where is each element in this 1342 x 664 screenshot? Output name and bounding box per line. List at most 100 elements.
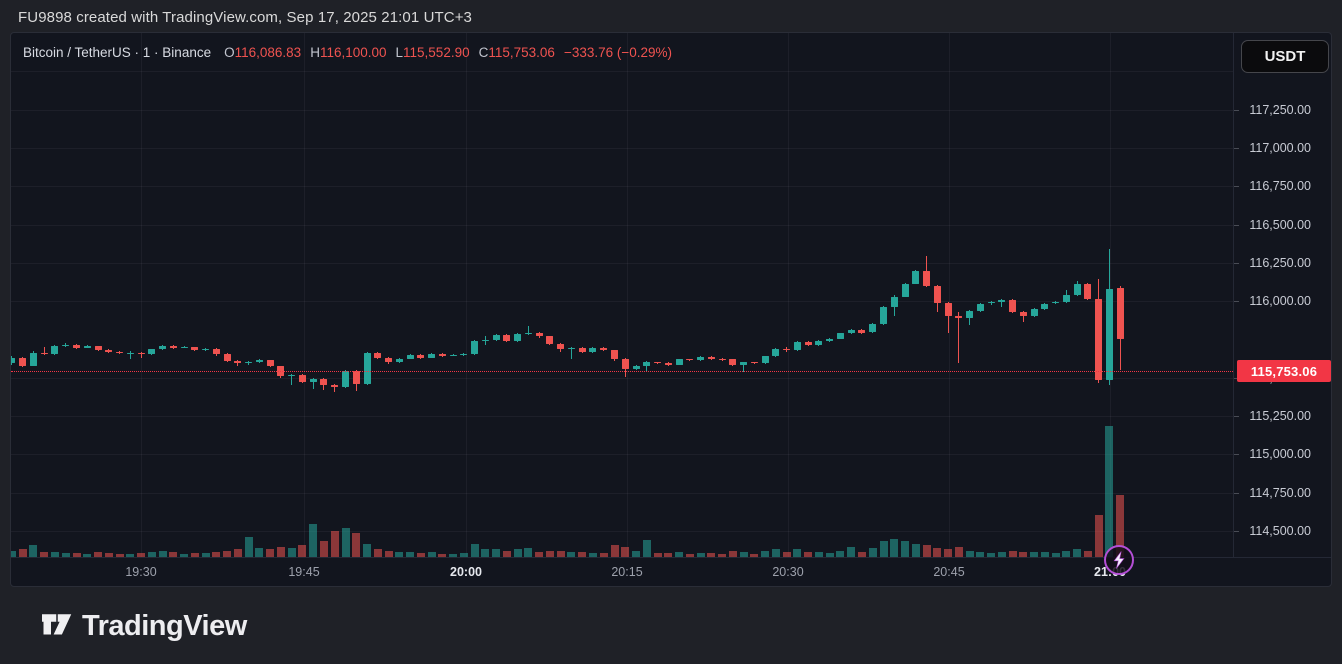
volume-bar: [72, 553, 81, 557]
gridline-v: [304, 33, 305, 557]
volume-bar: [180, 554, 189, 557]
candle: [62, 344, 70, 347]
volume-bar: [18, 549, 27, 557]
candle: [105, 350, 113, 352]
volume-bar: [771, 549, 780, 557]
candle: [73, 344, 80, 348]
current-price-badge: 115,753.06: [1237, 360, 1331, 382]
candle: [654, 362, 661, 364]
volume-bar: [997, 551, 1006, 557]
candle: [245, 362, 253, 364]
volume-bar: [750, 554, 759, 557]
candle-wick: [958, 311, 960, 364]
volume-bar: [987, 553, 996, 557]
gridline-h: [11, 109, 1233, 111]
candle: [761, 356, 769, 364]
volume-bar: [201, 553, 210, 557]
price-pane[interactable]: [11, 33, 1233, 557]
candle: [514, 334, 522, 341]
volume-bar: [761, 550, 770, 557]
candle: [697, 357, 704, 361]
candle: [83, 346, 91, 348]
candle: [374, 353, 382, 358]
time-axis-label: 20:30: [772, 565, 804, 579]
candle: [567, 347, 575, 349]
price-axis-tick: [1234, 224, 1239, 226]
volume-bar: [104, 553, 113, 557]
price-axis-label: 115,000.00: [1249, 447, 1311, 462]
candle: [126, 352, 134, 354]
candle: [180, 347, 188, 349]
volume-bar: [40, 551, 49, 557]
candle: [481, 340, 489, 342]
flash-button[interactable]: [1104, 545, 1134, 575]
chart-panel: 117,250.00 117,000.00 116,750.00 116,500.00…: [10, 32, 1332, 587]
price-axis[interactable]: 117,250.00 117,000.00 116,750.00 116,500.00…: [1233, 33, 1331, 557]
candle-wick: [334, 383, 336, 393]
candle: [288, 374, 296, 377]
volume-bar: [890, 538, 899, 557]
ohlc-low: L115,552.90: [395, 45, 470, 60]
gridline-h: [11, 531, 1233, 532]
volume-bar: [1116, 495, 1125, 557]
price-axis-label: 117,250.00: [1249, 102, 1311, 117]
gridline-h: [11, 224, 1233, 226]
gridline-v: [141, 33, 142, 557]
gridline-h: [11, 492, 1233, 494]
candle: [998, 299, 1006, 302]
volume-bar: [11, 550, 16, 557]
candle: [1084, 284, 1092, 300]
volume-bar: [922, 545, 931, 557]
candle: [589, 347, 597, 353]
volume-bar: [933, 547, 942, 557]
candle: [772, 348, 780, 357]
volume-bar: [879, 541, 888, 557]
candle: [524, 333, 532, 335]
volume-bar: [352, 533, 361, 557]
candle: [880, 306, 887, 325]
volume-bar: [244, 537, 253, 557]
volume-bar: [190, 553, 199, 557]
price-axis-tick: [1234, 377, 1239, 379]
candle: [169, 345, 177, 348]
candle: [611, 350, 618, 359]
tradingview-logo[interactable]: TradingView: [42, 610, 247, 643]
time-axis-label: 20:15: [611, 565, 643, 579]
candle: [1116, 287, 1124, 339]
symbol-title[interactable]: Bitcoin / TetherUS · 1 · Binance: [23, 45, 212, 60]
volume-bar: [61, 553, 70, 557]
volume-bar: [373, 549, 382, 557]
candle: [966, 311, 973, 318]
volume-bar: [449, 554, 458, 557]
volume-bar: [847, 546, 856, 557]
gridline-v: [788, 33, 789, 557]
candle: [750, 362, 758, 364]
price-axis-label: 116,000.00: [1249, 294, 1311, 309]
volume-bar: [427, 551, 436, 557]
tradingview-wordmark: TradingView: [82, 610, 247, 642]
volume-bar: [287, 547, 296, 557]
candle: [578, 347, 586, 353]
candle: [546, 336, 554, 345]
volume-bar: [147, 551, 156, 557]
volume-bar: [1083, 550, 1092, 557]
time-axis-label: 20:45: [933, 565, 965, 579]
candle: [793, 341, 801, 351]
price-axis-label: 117,000.00: [1249, 141, 1311, 155]
gridline-v: [949, 33, 950, 557]
volume-bar: [169, 551, 178, 557]
volume-bar: [255, 547, 264, 557]
price-axis-tick: [1234, 186, 1239, 188]
usdt-button[interactable]: USDT: [1241, 40, 1329, 73]
candle: [1041, 303, 1049, 309]
volume-bar: [588, 553, 597, 557]
volume-bar: [470, 543, 479, 557]
volume-bar: [1030, 551, 1039, 557]
volume-bar: [1008, 550, 1017, 557]
price-axis-label: 114,750.00: [1249, 485, 1311, 500]
candle: [621, 358, 629, 369]
volume-bar: [954, 546, 963, 557]
volume-bar: [718, 554, 727, 557]
candle: [385, 357, 392, 363]
